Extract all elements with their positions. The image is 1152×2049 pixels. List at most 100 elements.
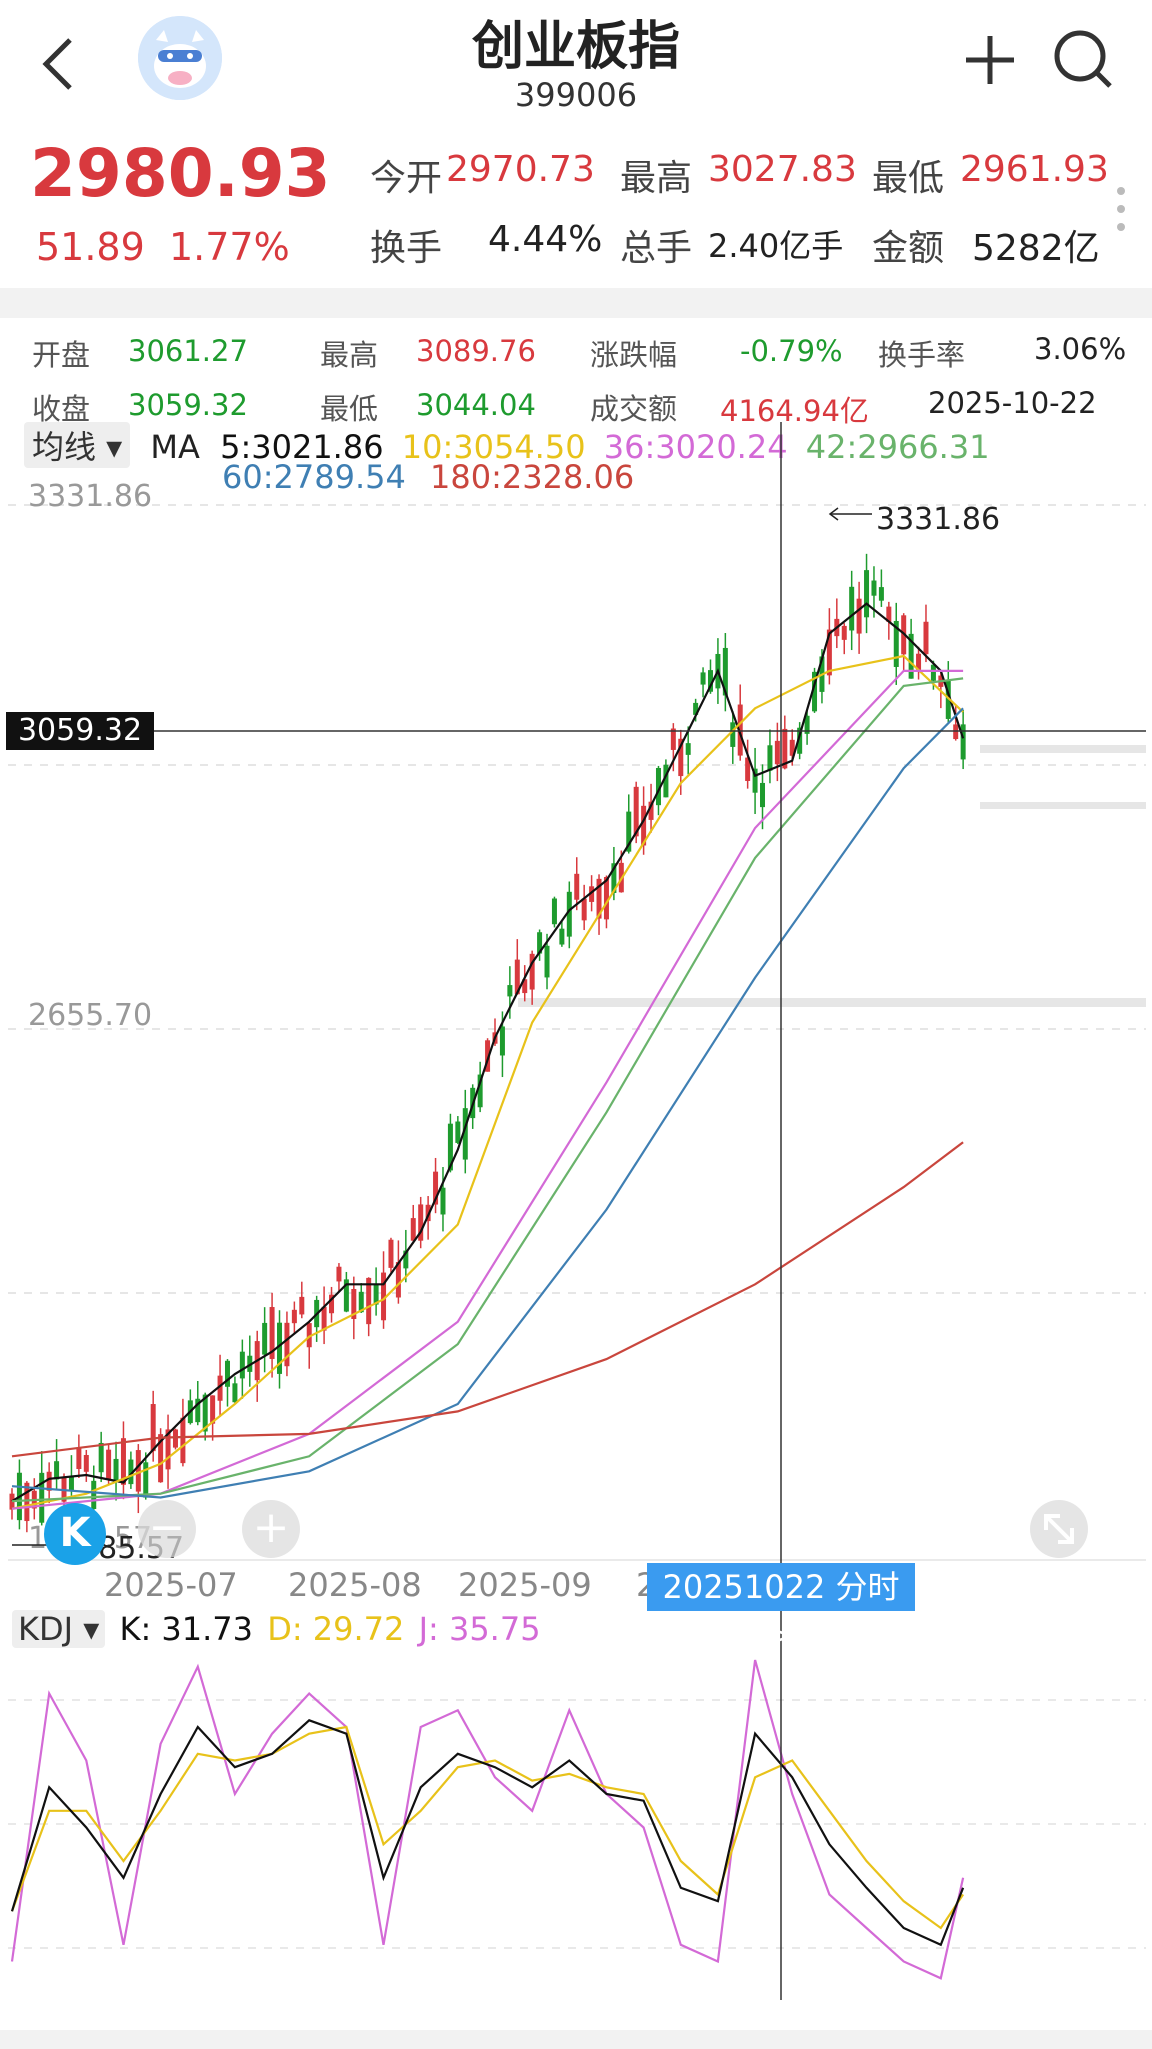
candle-body (603, 877, 609, 920)
candle-body (165, 1429, 171, 1470)
candle-body (782, 728, 788, 769)
fullscreen-button[interactable] (1030, 1500, 1088, 1558)
candle-body (648, 801, 654, 820)
candle-body (930, 664, 936, 681)
quote-panel: 2980.93 51.89 1.77% 今开 2970.73 最高 3027.8… (0, 125, 1152, 285)
candle-body (418, 1204, 424, 1241)
candle-body (492, 1032, 498, 1044)
info-turnover-value: 3.06% (1034, 332, 1127, 366)
candle-body (849, 586, 855, 631)
candle-body (321, 1306, 327, 1331)
candle-body (31, 1490, 37, 1509)
candle-body (589, 886, 595, 902)
candle-body (462, 1108, 468, 1160)
candle-body (945, 680, 951, 719)
candle-body (91, 1480, 97, 1510)
candle-body (239, 1351, 245, 1379)
search-button[interactable] (1050, 26, 1116, 92)
candle-body (403, 1250, 409, 1269)
candle-body (655, 767, 661, 806)
candle-body (113, 1458, 119, 1482)
candle-body (358, 1291, 364, 1313)
candle-body (277, 1322, 283, 1374)
indicator-selector[interactable]: 均线 ▾ (24, 422, 131, 468)
candle-body (172, 1429, 178, 1448)
candle-body (262, 1322, 268, 1355)
candle-body (819, 656, 825, 692)
candle-body (254, 1341, 260, 1381)
open-label: 今开 (370, 158, 443, 199)
candle-body (16, 1472, 22, 1521)
candle-body (143, 1462, 149, 1498)
candle-body (120, 1438, 126, 1485)
page-title: 创业板指 (471, 17, 680, 77)
ma42-value: 42:2966.31 (805, 428, 990, 466)
candle-body (522, 979, 528, 994)
candle-body (826, 629, 832, 676)
candle-body (98, 1442, 104, 1473)
candle-body (886, 606, 892, 622)
ma-legend: 均线 ▾ MA 5:3021.86 10:3054.50 36:3020.24 … (24, 422, 990, 468)
y-tick-label: 3331.86 (28, 479, 152, 514)
crosshair-price-tag: 3059.32 (6, 712, 154, 750)
open-value: 2970.73 (446, 149, 595, 190)
candle-body (626, 811, 632, 852)
candle-body (596, 878, 602, 919)
amount-label: 金额 (872, 228, 945, 269)
candle-body (893, 620, 899, 667)
kdj-j-value: J: 35.75 (418, 1610, 541, 1648)
candle-body (210, 1395, 216, 1424)
candle-body (269, 1307, 275, 1359)
candle-body (202, 1394, 208, 1432)
search-icon (1054, 30, 1112, 88)
candle-body (24, 1482, 30, 1522)
candle-body (306, 1323, 312, 1348)
candle-body (678, 738, 684, 777)
plus-icon (966, 36, 1014, 84)
zoom-in-button[interactable]: + (242, 1500, 300, 1558)
candle-body (670, 728, 676, 750)
candle-body (715, 653, 721, 689)
avatar[interactable] (138, 16, 222, 100)
candle-body (284, 1322, 290, 1367)
bottom-bar (0, 2030, 1152, 2049)
candle-body (351, 1289, 357, 1320)
stock-code: 399006 (514, 76, 638, 114)
candle-body (722, 647, 728, 696)
candle-body (106, 1449, 112, 1479)
candle-body (812, 671, 818, 712)
ma-line-ma42 (11, 677, 964, 1503)
more-vertical-icon (1117, 187, 1125, 231)
candle-body (641, 805, 647, 846)
high-value: 3027.83 (708, 149, 857, 190)
candle-body (9, 1493, 15, 1510)
info-turnover-label: 换手率 (878, 338, 966, 372)
candle-body (804, 715, 810, 734)
candle-body (841, 625, 847, 640)
candle-body (128, 1459, 134, 1485)
k-line-badge[interactable]: K (44, 1503, 106, 1565)
candle-body (544, 945, 550, 978)
intraday-link-badge[interactable]: 20251022 分时 > (647, 1563, 915, 1654)
candle-body (908, 633, 914, 679)
candle-body (581, 898, 587, 921)
candle-body (864, 570, 870, 618)
candle-body (83, 1455, 89, 1472)
zoom-out-button[interactable]: − (138, 1500, 196, 1558)
candle-body (180, 1417, 186, 1464)
info-open-value: 3061.27 (128, 334, 248, 368)
add-watchlist-button[interactable] (958, 22, 1022, 98)
candle-body (46, 1471, 52, 1491)
expand-icon (1044, 1514, 1074, 1544)
candle-body (878, 587, 884, 601)
back-button[interactable] (30, 20, 90, 100)
kdj-line-j (10, 1659, 965, 1980)
candle-body (343, 1279, 349, 1312)
top-bar: 创业板指 399006 (0, 0, 1152, 125)
candle-body (455, 1121, 461, 1143)
info-high-value: 3089.76 (416, 334, 536, 368)
candle-body (433, 1171, 439, 1205)
kdj-selector[interactable]: KDJ ▾ (12, 1610, 106, 1648)
ma10-value: 10:3054.50 (401, 428, 586, 466)
more-menu-button[interactable] (1115, 185, 1127, 235)
